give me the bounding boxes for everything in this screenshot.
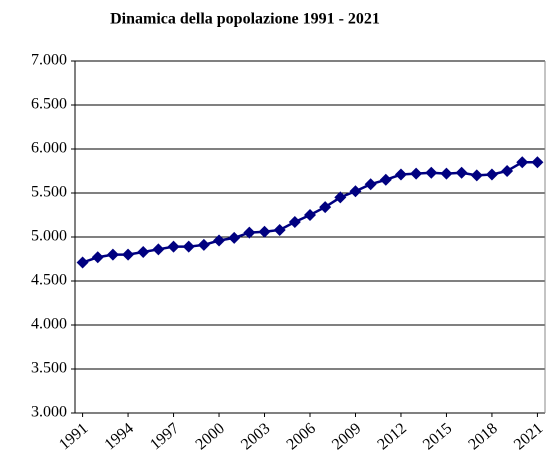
- x-tick-label: 2012: [374, 420, 409, 454]
- data-marker: [182, 240, 195, 253]
- y-tick-label: 4.000: [31, 316, 67, 333]
- y-tick-label: 6.000: [31, 140, 67, 157]
- x-tick-label: 2000: [193, 420, 228, 454]
- chart-title: Dinamica della popolazione 1991 - 2021: [110, 11, 380, 28]
- data-marker: [364, 178, 377, 191]
- data-marker: [394, 168, 407, 181]
- data-marker: [197, 238, 210, 251]
- x-tick-label: 2015: [420, 420, 455, 454]
- data-marker: [425, 166, 438, 179]
- data-marker: [319, 201, 332, 214]
- data-marker: [243, 226, 256, 239]
- data-marker: [440, 167, 453, 180]
- x-tick-label: 2021: [511, 420, 546, 454]
- x-tick-label: 2003: [238, 420, 273, 454]
- y-tick-label: 3.000: [31, 404, 67, 421]
- data-marker: [213, 234, 226, 247]
- data-marker: [122, 248, 135, 261]
- data-marker: [410, 167, 423, 180]
- data-marker: [379, 173, 392, 186]
- x-tick-label: 1991: [56, 420, 91, 454]
- data-marker: [470, 169, 483, 182]
- y-tick-label: 3.500: [31, 360, 67, 377]
- data-marker: [228, 231, 241, 244]
- data-marker: [167, 240, 180, 253]
- data-marker: [304, 209, 316, 221]
- x-tick-label: 1994: [102, 420, 137, 454]
- x-tick-label: 2018: [465, 420, 500, 454]
- data-marker: [273, 223, 286, 236]
- data-marker: [531, 156, 544, 169]
- x-tick-label: 2006: [283, 420, 318, 454]
- data-marker: [76, 256, 89, 269]
- x-tick-label: 1997: [147, 420, 182, 454]
- data-marker: [258, 225, 271, 238]
- data-marker: [516, 156, 529, 169]
- data-marker: [288, 216, 301, 229]
- data-marker: [485, 168, 498, 181]
- y-tick-label: 4.500: [31, 272, 67, 289]
- data-marker: [152, 243, 165, 256]
- data-marker: [106, 248, 119, 261]
- x-tick-label: 2009: [329, 420, 364, 454]
- data-marker: [91, 251, 104, 264]
- data-marker: [455, 166, 468, 179]
- y-tick-label: 6.500: [31, 96, 67, 113]
- y-tick-label: 7.000: [31, 52, 67, 69]
- data-marker: [501, 165, 514, 177]
- data-marker: [334, 191, 347, 204]
- data-marker: [137, 245, 150, 258]
- y-tick-label: 5.500: [31, 184, 67, 201]
- y-tick-label: 5.000: [31, 228, 67, 245]
- data-marker: [349, 185, 362, 198]
